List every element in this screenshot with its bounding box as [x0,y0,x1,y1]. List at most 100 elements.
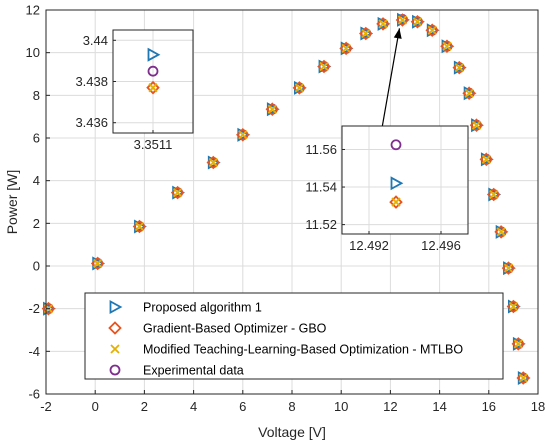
y-tick-label: 12 [26,3,40,18]
inset-y-tick-label: 3.44 [83,33,108,48]
mtlbo-marker [503,263,514,273]
mtlbo-marker [412,17,423,27]
gbo-marker [265,102,280,116]
mtlbo-marker [172,187,183,198]
zoom-insets: 3.3511 3.436 3.438 3.44 12.492 12.496 11.52 11.… [75,29,469,253]
mtlbo-marker [378,19,388,29]
gbo-marker [479,152,494,167]
x-tick-label: 8 [288,399,295,414]
mtlbo-marker [238,130,248,140]
gbo-marker [410,14,425,29]
x-tick-label: 14 [432,399,446,414]
inset-y-tick-label: 11.52 [305,217,337,232]
gbo-marker [206,155,221,170]
y-tick-label: 8 [33,88,40,103]
gbo-marker [108,321,122,335]
gbo-marker [376,17,390,31]
legend-box [84,292,504,380]
gbo-marker [452,60,467,75]
mtlbo-marker [464,88,474,98]
x-tick-label: 6 [239,399,246,414]
gbo-marker [511,337,526,351]
mtlbo-marker [208,157,218,168]
gbo-marker [506,299,521,314]
inset-x-tick-label: 12.496 [421,238,461,253]
y-tick-label: 2 [33,216,40,231]
x-tick-label: 0 [92,399,99,414]
legend-entry: Proposed algorithm 1 [109,299,262,315]
zoom-inset-1: 3.3511 3.436 3.438 3.44 [75,29,194,152]
mtlbo-marker [397,15,408,25]
y-tick-label: -4 [28,344,40,359]
legend-label: Modified Teaching-Learning-Based Optimiz… [143,343,463,357]
x-tick-label: 16 [482,399,496,414]
legend: Proposed algorithm 1 Gradient-Based Optim… [84,292,504,380]
mtlbo-marker [134,221,145,232]
gbo-marker [146,80,160,95]
proposed-marker [390,176,404,191]
x-tick-label: 4 [190,399,197,414]
legend-label: Experimental data [143,364,244,378]
y-tick-label: 4 [33,173,40,188]
experimental-marker [147,65,159,77]
x-tick-label: 10 [334,399,348,414]
gbo-marker [292,81,307,95]
experimental-marker [390,139,402,151]
legend-entry: Experimental data [109,364,244,378]
mtlbo-marker [294,83,305,93]
mtlbo-marker [442,41,452,51]
x-tick-labels: -2 0 2 4 6 8 10 12 14 16 18 [40,390,545,414]
legend-label: Gradient-Based Optimizer - GBO [143,322,327,336]
gbo-marker [486,187,501,202]
mtlbo-marker [508,301,519,312]
mtlbo-marker [489,189,499,200]
inset-frame [341,125,469,235]
gbo-marker [317,59,331,74]
mtlbo-marker [454,62,464,73]
inset-x-tick-label: 12.492 [349,238,389,253]
mtlbo-marker [110,344,120,354]
x-tick-label: 12 [383,399,397,414]
inset-y-tick-label: 3.438 [75,74,108,89]
mtlbo-marker [518,373,528,383]
mtlbo-marker [341,43,351,54]
x-axis-label: Voltage [V] [258,424,326,440]
gbo-marker [339,41,353,56]
inset-y-tick-label: 11.54 [305,180,337,195]
mtlbo-marker [471,120,482,130]
legend-label: Proposed algorithm 1 [143,301,262,315]
x-tick-label: 18 [531,399,545,414]
y-tick-label: 0 [33,259,40,274]
mtlbo-marker [513,339,523,349]
data-points [41,12,531,386]
inset-border [112,29,194,134]
gbo-marker [170,185,185,200]
y-tick-label: -6 [28,387,40,402]
zoom-arrow-line [381,28,401,129]
gbo-marker [236,128,250,142]
legend-entry: Gradient-Based Optimizer - GBO [108,321,327,336]
gbo-marker [425,23,439,38]
gbo-marker [389,195,403,209]
proposed-marker [147,47,161,62]
mtlbo-marker [391,197,401,207]
inset-x-tick-label: 3.3511 [134,137,173,152]
gbo-marker [132,219,147,234]
y-tick-label: -2 [28,301,40,316]
gbo-marker [516,371,531,385]
gbo-marker [440,39,454,54]
mtlbo-marker [319,61,329,72]
legend-entry: Modified Teaching-Learning-Based Optimiz… [110,343,463,357]
proposed-marker [109,299,123,315]
mtlbo-marker [267,104,277,114]
mtlbo-marker [481,154,491,164]
zoom-inset-2: 12.492 12.496 11.52 11.54 11.56 [305,125,469,253]
mtlbo-marker [496,227,506,237]
y-tick-label: 10 [26,45,40,60]
experimental-marker [109,364,121,376]
y-axis-label: Power [W] [4,170,20,235]
mtlbo-marker [148,83,158,93]
y-tick-label: 6 [33,131,40,146]
inset-y-tick-label: 11.56 [305,142,337,157]
x-tick-label: 2 [141,399,148,414]
